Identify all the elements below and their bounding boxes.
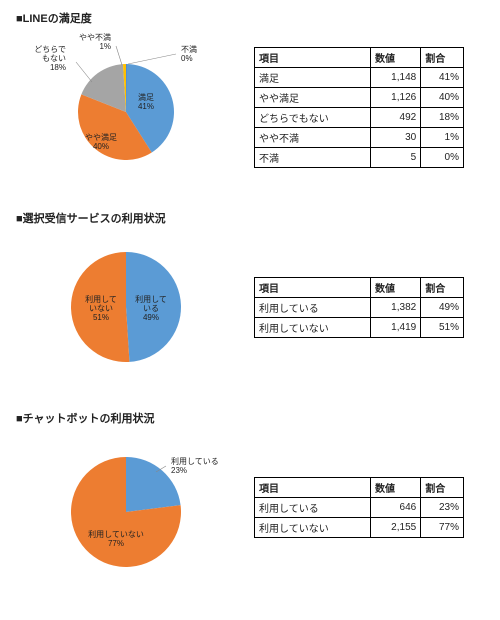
data-table: 項目 数値 割合 利用している 1,382 49% 利用していない 1,419 … — [254, 277, 464, 338]
table-header-row: 項目 数値 割合 — [255, 47, 464, 67]
cell-value: 1,419 — [371, 317, 421, 337]
section-row: 利用している23%利用していない77% 項目 数値 割合 利用している 646 … — [16, 432, 484, 582]
slice-label: やや不満 — [79, 33, 111, 42]
col-value: 数値 — [371, 47, 421, 67]
slice-pct: 1% — [99, 42, 111, 51]
slice-pct: 23% — [171, 466, 187, 475]
slice-label: 利用して — [135, 294, 167, 304]
cell-pct: 49% — [421, 297, 464, 317]
col-item: 項目 — [255, 47, 371, 67]
pie-chart: 満足41% やや満足40% どちらでもない18% やや不満1% 不満0% — [16, 32, 236, 182]
slice-pct: 18% — [50, 63, 66, 72]
table-row: 利用していない 2,155 77% — [255, 517, 464, 537]
col-item: 項目 — [255, 277, 371, 297]
slice-pct: 0% — [181, 54, 193, 63]
cell-item: やや不満 — [255, 127, 371, 147]
pie-chart: 利用している49%利用していない51% — [16, 232, 236, 382]
col-value: 数値 — [371, 477, 421, 497]
chart-container: 利用している49%利用していない51% — [16, 232, 236, 382]
col-pct: 割合 — [421, 47, 464, 67]
cell-pct: 40% — [421, 87, 464, 107]
slice-pct: 40% — [93, 142, 109, 151]
col-item: 項目 — [255, 477, 371, 497]
cell-value: 1,126 — [371, 87, 421, 107]
table-row: やや満足 1,126 40% — [255, 87, 464, 107]
table-row: やや不満 30 1% — [255, 127, 464, 147]
slice-pct: 49% — [143, 313, 159, 322]
leader-line — [76, 62, 92, 82]
report-section: ■LINEの満足度 満足41%やや満足40%どちらでもない18%やや不満1%不満… — [16, 10, 484, 182]
section-title: ■選択受信サービスの利用状況 — [16, 210, 484, 226]
cell-pct: 77% — [421, 517, 464, 537]
leader-line — [116, 46, 122, 65]
cell-pct: 0% — [421, 147, 464, 167]
data-table: 項目 数値 割合 利用している 646 23% 利用していない 2,155 77… — [254, 477, 464, 538]
cell-pct: 51% — [421, 317, 464, 337]
cell-value: 492 — [371, 107, 421, 127]
slice-label: 利用していない — [88, 529, 144, 539]
section-row: 利用している49%利用していない51% 項目 数値 割合 利用している 1,38… — [16, 232, 484, 382]
cell-item: どちらでもない — [255, 107, 371, 127]
table-row: 利用している 646 23% — [255, 497, 464, 517]
cell-value: 1,148 — [371, 67, 421, 87]
data-table: 項目 数値 割合 満足 1,148 41% やや満足 1,126 40% どちら… — [254, 47, 464, 168]
slice-label: 不満 — [181, 45, 197, 54]
table-row: 利用している 1,382 49% — [255, 297, 464, 317]
slice-label: もない — [42, 54, 66, 63]
chart-container: 利用している23% 利用していない77% — [16, 432, 236, 582]
slice-pct: 41% — [138, 102, 154, 111]
cell-pct: 1% — [421, 127, 464, 147]
cell-item: 利用していない — [255, 317, 371, 337]
report-section: ■選択受信サービスの利用状況 利用している49%利用していない51% 項目 数値… — [16, 210, 484, 382]
col-pct: 割合 — [421, 277, 464, 297]
cell-item: 満足 — [255, 67, 371, 87]
chart-container: 満足41% やや満足40% どちらでもない18% やや不満1% 不満0% — [16, 32, 236, 182]
section-row: 満足41%やや満足40%どちらでもない18%やや不満1%不満0% 項目 数値 割… — [16, 32, 484, 182]
cell-value: 646 — [371, 497, 421, 517]
cell-value: 5 — [371, 147, 421, 167]
col-value: 数値 — [371, 277, 421, 297]
slice-label: どちらで — [34, 45, 66, 54]
cell-pct: 23% — [421, 497, 464, 517]
cell-item: 不満 — [255, 147, 371, 167]
table-container: 項目 数値 割合 利用している 646 23% 利用していない 2,155 77… — [254, 477, 464, 538]
cell-pct: 18% — [421, 107, 464, 127]
cell-item: やや満足 — [255, 87, 371, 107]
table-row: 利用していない 1,419 51% — [255, 317, 464, 337]
table-container: 項目 数値 割合 利用している 1,382 49% 利用していない 1,419 … — [254, 277, 464, 338]
report-section: ■チャットボットの利用状況 利用している23%利用していない77% 項目 数値 … — [16, 410, 484, 582]
slice-label: 満足 — [138, 93, 154, 102]
table-row: 不満 5 0% — [255, 147, 464, 167]
cell-item: 利用していない — [255, 517, 371, 537]
slice-label: 利用している — [171, 456, 219, 466]
table-container: 項目 数値 割合 満足 1,148 41% やや満足 1,126 40% どちら… — [254, 47, 464, 168]
slice-label: やや満足 — [85, 133, 117, 142]
cell-value: 2,155 — [371, 517, 421, 537]
section-title: ■チャットボットの利用状況 — [16, 410, 484, 426]
table-header-row: 項目 数値 割合 — [255, 277, 464, 297]
cell-item: 利用している — [255, 497, 371, 517]
table-row: どちらでもない 492 18% — [255, 107, 464, 127]
cell-pct: 41% — [421, 67, 464, 87]
cell-value: 1,382 — [371, 297, 421, 317]
slice-label: いない — [89, 304, 113, 313]
table-row: 満足 1,148 41% — [255, 67, 464, 87]
slice-pct: 77% — [108, 539, 124, 548]
leader-line — [128, 54, 176, 64]
table-header-row: 項目 数値 割合 — [255, 477, 464, 497]
cell-value: 30 — [371, 127, 421, 147]
cell-item: 利用している — [255, 297, 371, 317]
pie-chart: 利用している23% 利用していない77% — [16, 432, 236, 582]
slice-pct: 51% — [93, 313, 109, 322]
section-title: ■LINEの満足度 — [16, 10, 484, 26]
slice-label: 利用して — [85, 294, 117, 304]
slice-label: いる — [143, 304, 159, 313]
col-pct: 割合 — [421, 477, 464, 497]
